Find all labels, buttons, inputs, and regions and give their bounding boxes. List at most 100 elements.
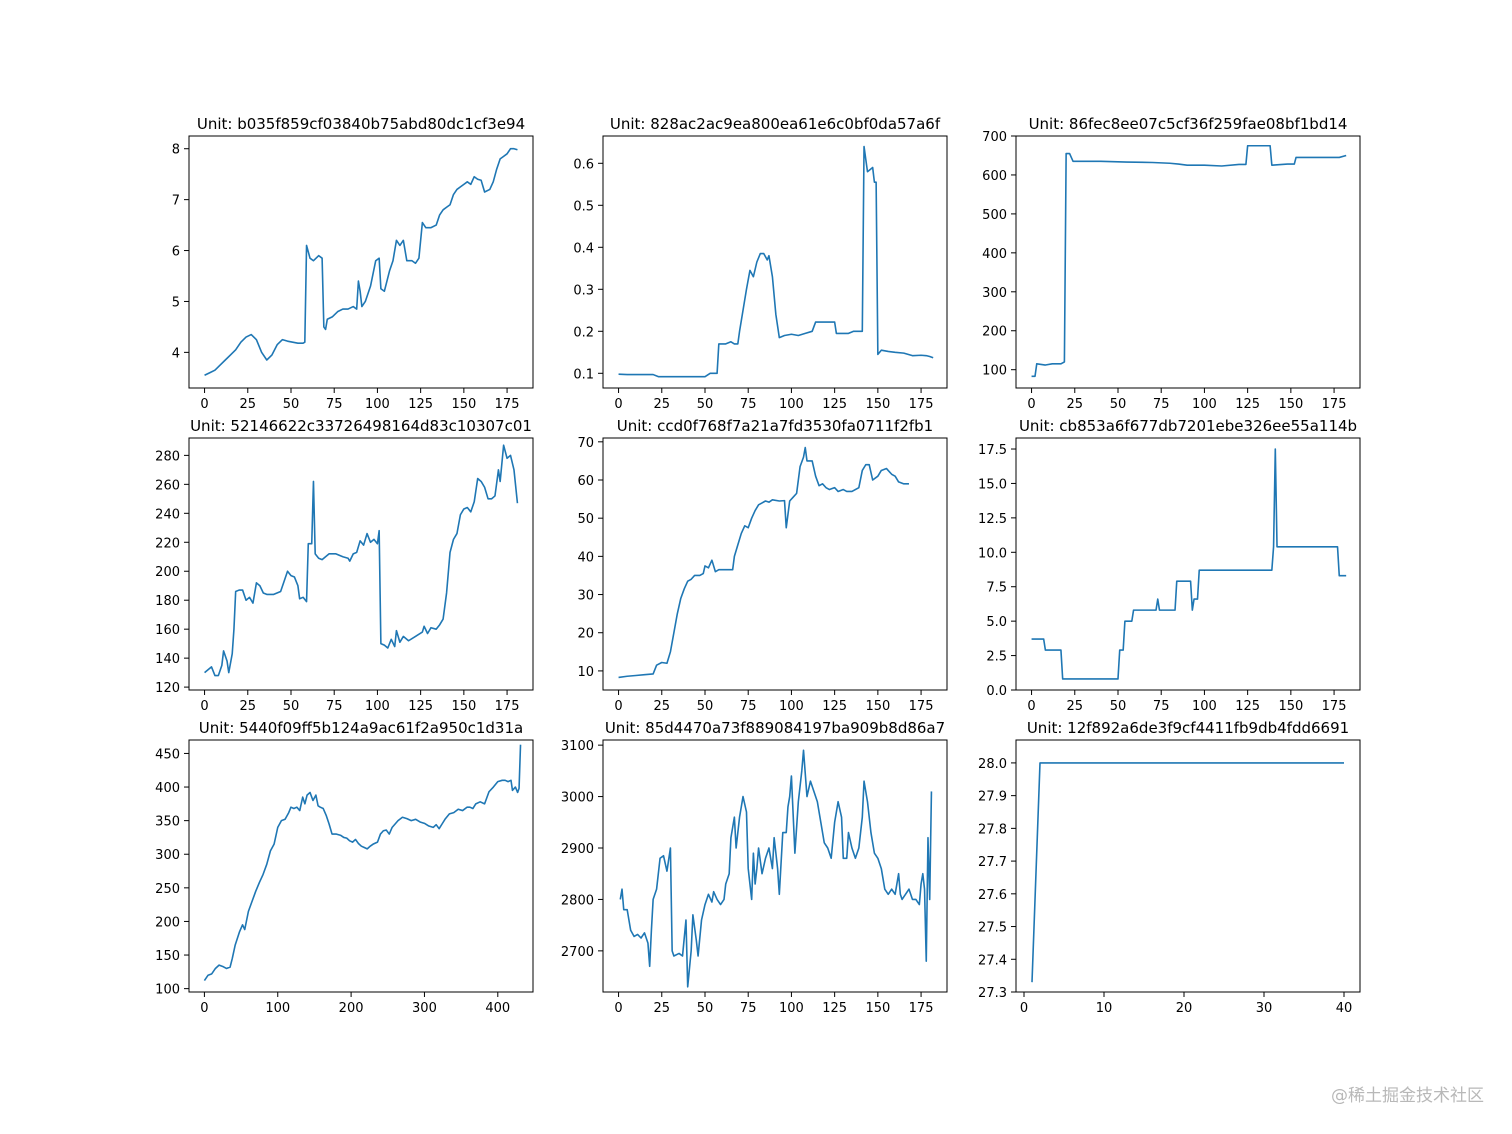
y-tick-label: 260 xyxy=(155,478,180,493)
x-tick-label: 100 xyxy=(779,699,804,714)
y-tick-label: 27.8 xyxy=(978,822,1007,837)
y-tick-label: 140 xyxy=(155,652,180,667)
y-tick-label: 0.4 xyxy=(573,241,594,256)
series-line xyxy=(204,444,519,677)
subplot-4: Unit: 52146622c33726498164d83c10307c01 0 2… xyxy=(155,417,534,714)
x-tick-label: 50 xyxy=(1110,699,1127,714)
x-tick-label: 0 xyxy=(614,397,622,412)
y-tick-label: 5 xyxy=(172,295,180,310)
y-tick-label: 150 xyxy=(155,949,180,964)
x-tick-label: 175 xyxy=(909,397,934,412)
y-tick-label: 15.0 xyxy=(978,477,1007,492)
plot-frame xyxy=(602,739,948,993)
y-tick-label: 27.5 xyxy=(978,921,1007,936)
y-tick-label: 240 xyxy=(155,507,180,522)
x-tick-label: 75 xyxy=(740,699,757,714)
series-line xyxy=(618,145,934,378)
y-tick-label: 0.0 xyxy=(986,684,1007,699)
y-tick-label: 30 xyxy=(577,589,594,604)
chart-title: Unit: 5440f09ff5b124a9ac61f2a950c1d31a xyxy=(199,719,523,737)
chart-title: Unit: b035f859cf03840b75abd80dc1cf3e94 xyxy=(197,115,525,133)
y-tick-label: 12.5 xyxy=(978,512,1007,527)
x-tick-label: 400 xyxy=(485,1001,510,1016)
x-tick-label: 150 xyxy=(1278,397,1303,412)
chart-title: Unit: 12f892a6de3f9cf4411fb9db4fdd6691 xyxy=(1027,719,1349,737)
y-tick-label: 10.0 xyxy=(978,546,1007,561)
x-tick-label: 75 xyxy=(740,1001,757,1016)
y-tick-label: 350 xyxy=(155,815,180,830)
y-tick-label: 0.5 xyxy=(573,199,594,214)
y-tick-label: 2.5 xyxy=(986,650,1007,665)
x-tick-label: 0 xyxy=(200,1001,208,1016)
plot-frame xyxy=(602,135,948,389)
x-tick-label: 25 xyxy=(240,397,257,412)
x-tick-label: 175 xyxy=(1322,397,1347,412)
x-tick-label: 100 xyxy=(265,1001,290,1016)
y-tick-label: 8 xyxy=(172,143,180,158)
x-tick-label: 125 xyxy=(822,699,847,714)
y-tick-label: 0.3 xyxy=(573,283,594,298)
x-tick-label: 0 xyxy=(614,1001,622,1016)
plot-frame xyxy=(188,135,534,389)
subplot-2: Unit: 828ac2ac9ea800ea61e6c0bf0da57a6f 0 2… xyxy=(573,115,948,412)
x-tick-label: 175 xyxy=(909,1001,934,1016)
y-tick-label: 300 xyxy=(982,286,1007,301)
chart-title: Unit: ccd0f768f7a21a7fd3530fa0711f2fb1 xyxy=(617,417,933,435)
x-tick-label: 100 xyxy=(365,699,390,714)
y-tick-label: 70 xyxy=(577,436,594,451)
y-tick-label: 500 xyxy=(982,208,1007,223)
y-tick-label: 50 xyxy=(577,512,594,527)
series-line xyxy=(1031,144,1347,378)
chart-title: Unit: 85d4470a73f889084197ba909b8d86a7 xyxy=(605,719,945,737)
subplot-5: Unit: ccd0f768f7a21a7fd3530fa0711f2fb1 0 2… xyxy=(577,417,948,714)
y-tick-label: 600 xyxy=(982,169,1007,184)
x-tick-label: 0 xyxy=(1020,1001,1028,1016)
plot-frame xyxy=(188,739,534,993)
x-tick-label: 0 xyxy=(614,699,622,714)
y-tick-label: 7 xyxy=(172,194,180,209)
x-tick-label: 25 xyxy=(240,699,257,714)
x-tick-label: 0 xyxy=(200,699,208,714)
y-tick-label: 200 xyxy=(155,915,180,930)
y-tick-label: 3000 xyxy=(561,791,594,806)
y-tick-label: 17.5 xyxy=(978,443,1007,458)
subplot-8: Unit: 85d4470a73f889084197ba909b8d86a7 0 2… xyxy=(561,719,948,1016)
x-tick-label: 0 xyxy=(1027,397,1035,412)
x-tick-label: 100 xyxy=(365,397,390,412)
x-tick-label: 125 xyxy=(822,1001,847,1016)
x-tick-label: 10 xyxy=(1096,1001,1113,1016)
y-tick-label: 160 xyxy=(155,623,180,638)
subplot-9: Unit: 12f892a6de3f9cf4411fb9db4fdd6691 0 1… xyxy=(978,719,1361,1016)
x-tick-label: 125 xyxy=(1235,397,1260,412)
y-tick-label: 10 xyxy=(577,665,594,680)
x-tick-label: 30 xyxy=(1256,1001,1273,1016)
x-tick-label: 150 xyxy=(865,397,890,412)
y-tick-label: 400 xyxy=(155,781,180,796)
subplot-6: Unit: cb853a6f677db7201ebe326ee55a114b 0 2… xyxy=(978,417,1361,714)
x-tick-label: 100 xyxy=(1192,397,1217,412)
x-tick-label: 150 xyxy=(451,397,476,412)
x-tick-label: 175 xyxy=(909,699,934,714)
plot-frame xyxy=(1015,739,1361,993)
x-tick-label: 40 xyxy=(1336,1001,1353,1016)
y-tick-label: 2700 xyxy=(561,945,594,960)
x-tick-label: 20 xyxy=(1176,1001,1193,1016)
chart-title: Unit: 52146622c33726498164d83c10307c01 xyxy=(190,417,532,435)
x-tick-label: 50 xyxy=(697,699,714,714)
x-tick-label: 150 xyxy=(865,699,890,714)
x-tick-label: 100 xyxy=(779,1001,804,1016)
y-tick-label: 5.0 xyxy=(986,615,1007,630)
y-tick-label: 7.5 xyxy=(986,581,1007,596)
x-tick-label: 50 xyxy=(697,1001,714,1016)
x-tick-label: 50 xyxy=(1110,397,1127,412)
chart-title: Unit: 828ac2ac9ea800ea61e6c0bf0da57a6f xyxy=(610,115,941,133)
x-tick-label: 125 xyxy=(1235,699,1260,714)
y-tick-label: 400 xyxy=(982,247,1007,262)
x-tick-label: 0 xyxy=(1027,699,1035,714)
x-tick-label: 125 xyxy=(408,699,433,714)
subplot-7: Unit: 5440f09ff5b124a9ac61f2a950c1d31a 0 1… xyxy=(155,719,534,1016)
y-tick-label: 100 xyxy=(982,364,1007,379)
y-tick-label: 250 xyxy=(155,882,180,897)
x-tick-label: 300 xyxy=(412,1001,437,1016)
x-tick-label: 175 xyxy=(495,699,520,714)
